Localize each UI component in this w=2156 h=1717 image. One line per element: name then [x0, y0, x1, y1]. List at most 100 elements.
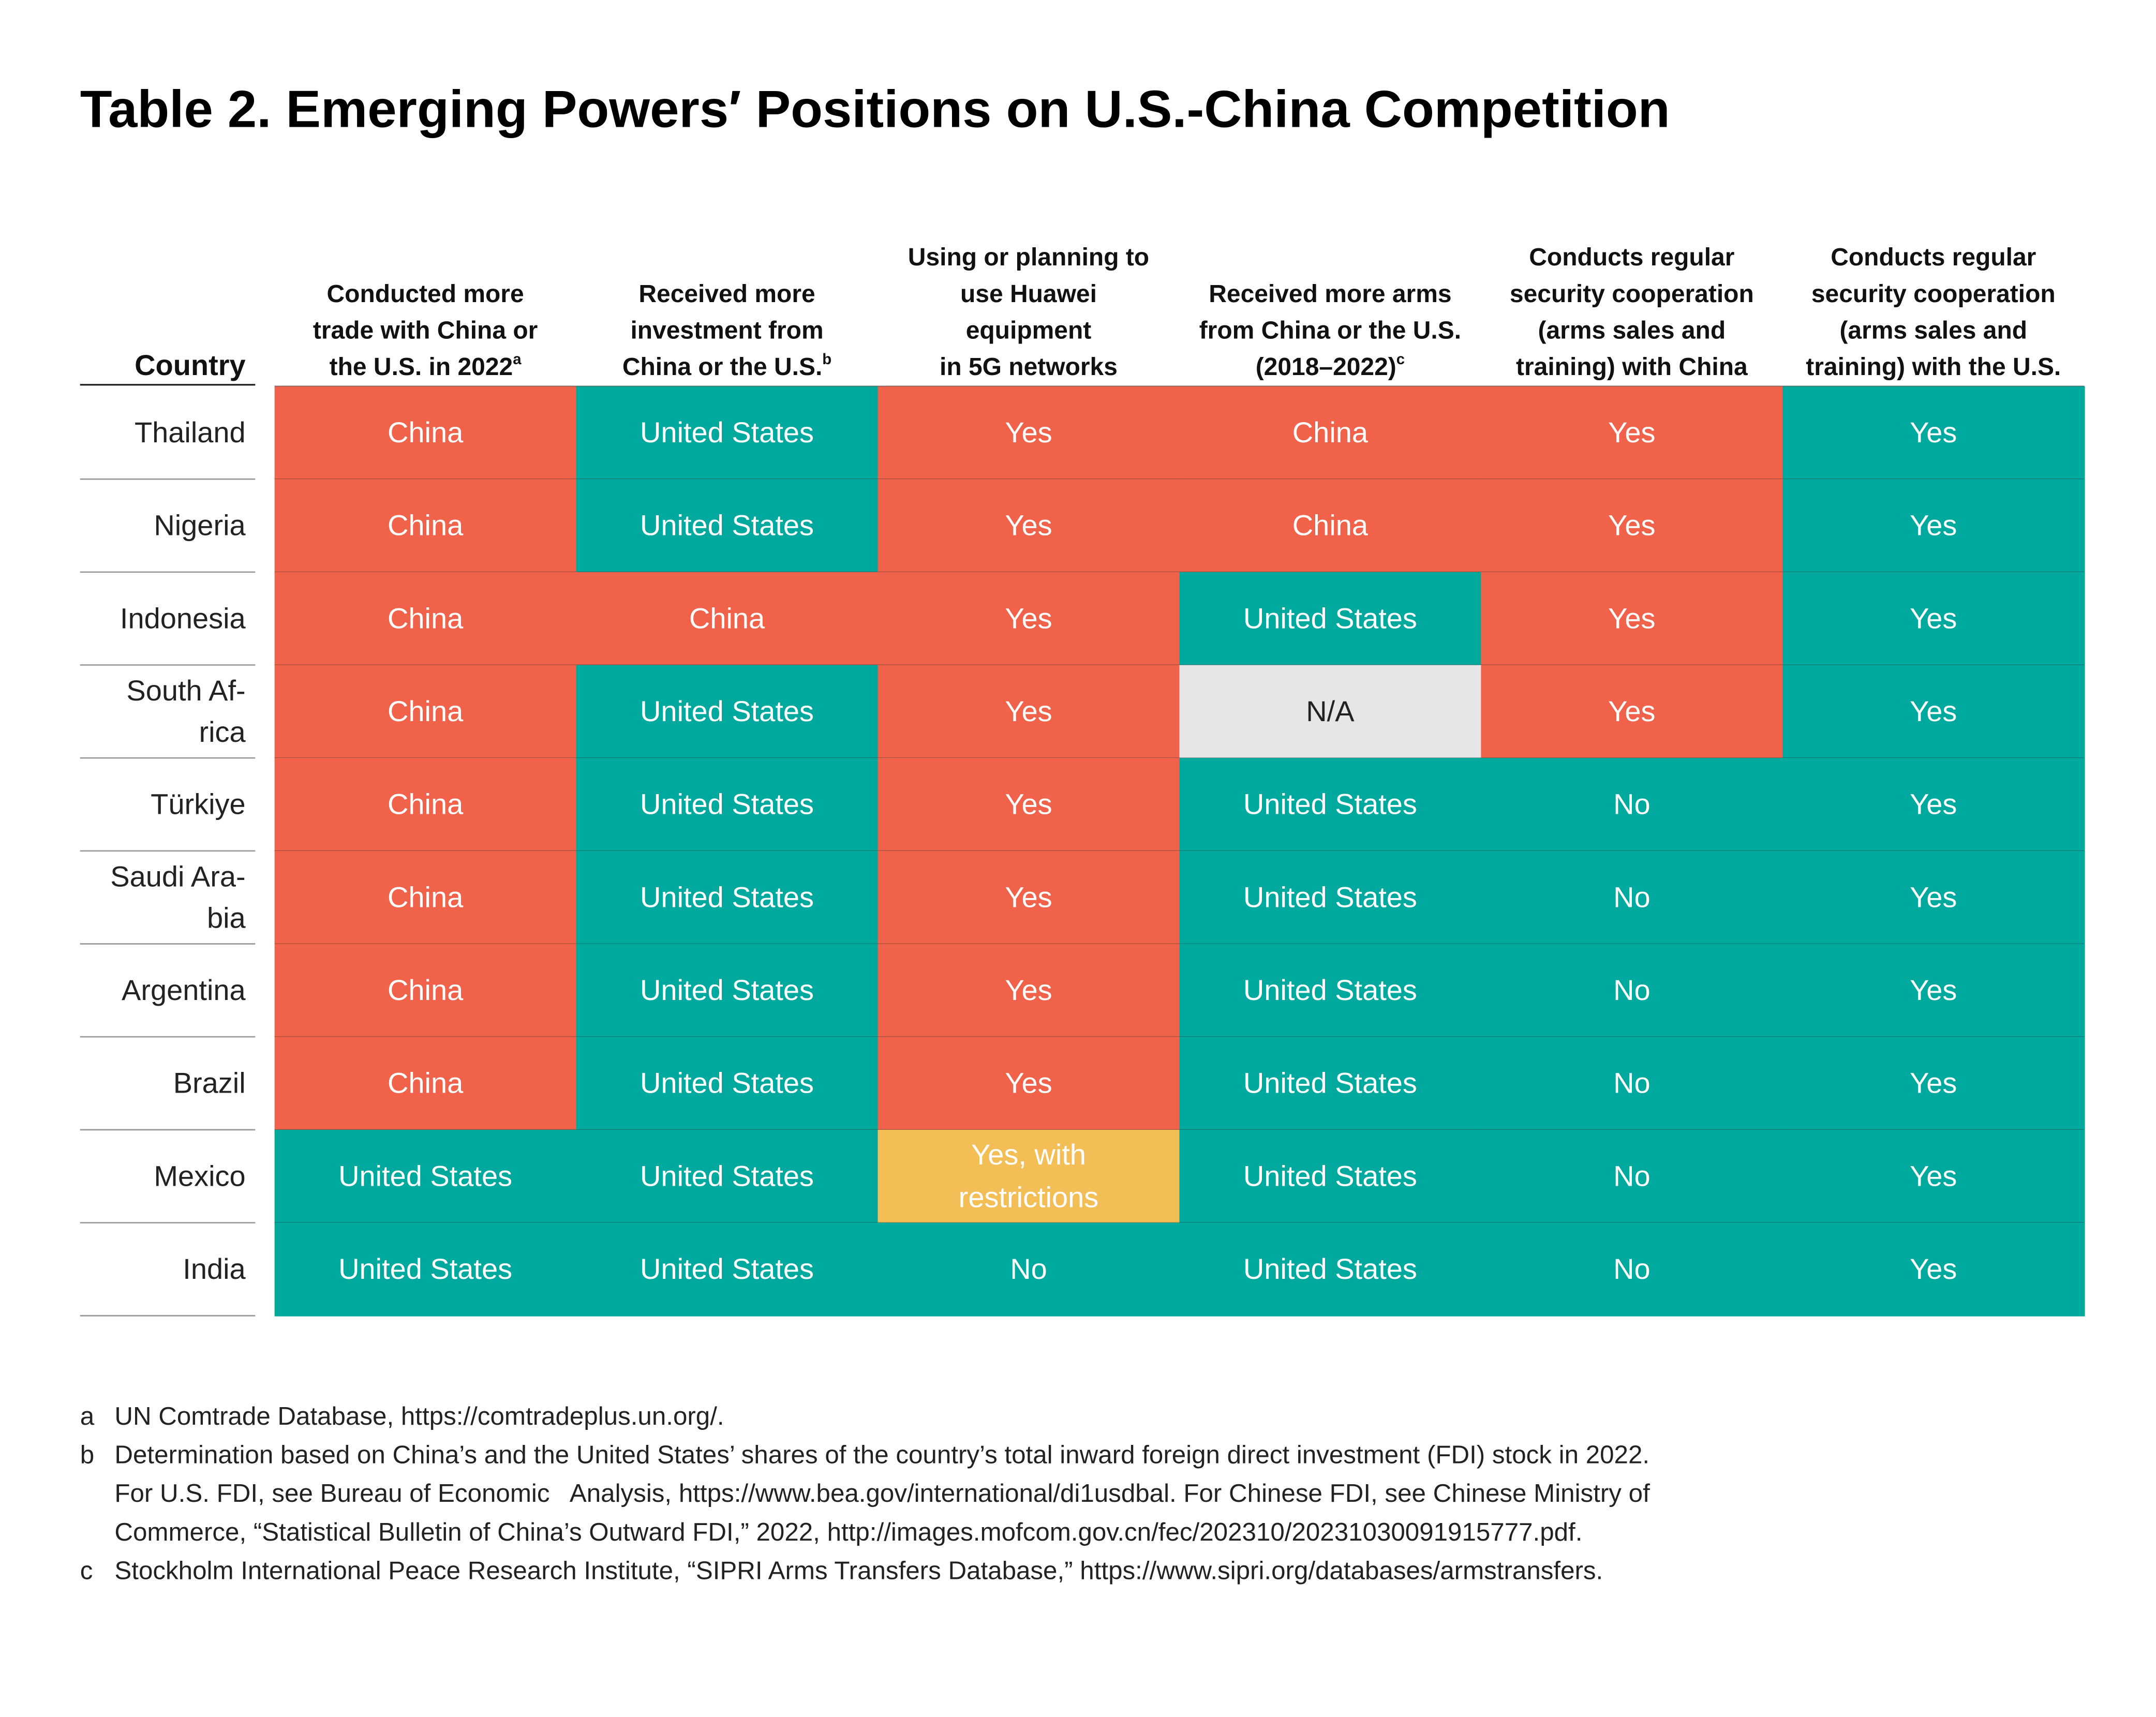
country: Thailand	[135, 416, 246, 449]
column-header: training) with China	[1516, 353, 1748, 381]
column-header: investment from	[630, 317, 823, 344]
header-line: Conducted more	[327, 280, 524, 308]
header-line: the U.S. in 2022	[330, 353, 513, 381]
cell	[1782, 1222, 2085, 1317]
column-header: security cooperation	[1811, 280, 2056, 308]
cell	[576, 386, 879, 480]
header-line: equipment	[966, 317, 1092, 344]
cell-text: No	[1613, 1159, 1651, 1192]
header-line: trade with China or	[313, 317, 538, 344]
country: South Af-	[126, 674, 245, 707]
cell-text: Yes	[1910, 416, 1957, 449]
footnote-text: Commerce, “Statistical Bulletin of China…	[114, 1518, 1582, 1546]
footnote-ref: b	[822, 351, 831, 368]
cell	[274, 665, 577, 759]
cell	[1481, 386, 1783, 480]
column-header: China or the U.S.b	[622, 351, 831, 381]
cell-text: United States	[1243, 788, 1417, 820]
cell-text: Yes	[1608, 602, 1655, 634]
header-line: training) with China	[1516, 353, 1748, 381]
country: bia	[207, 901, 246, 934]
cell	[1782, 386, 2085, 480]
country: Nigeria	[154, 509, 246, 542]
cell-text: Yes	[1910, 509, 1957, 542]
cell-text: China	[1292, 509, 1369, 542]
cell-text: China	[388, 602, 464, 634]
cell-text: United States	[1243, 1067, 1417, 1099]
header-line: investment from	[630, 317, 823, 344]
cell	[1179, 1037, 1482, 1131]
cell	[1481, 572, 1783, 666]
column-header: (2018–2022)c	[1256, 351, 1405, 381]
column-header: Received more	[638, 280, 815, 308]
column-header: (arms sales and	[1839, 317, 2027, 344]
column-header: from China or the U.S.	[1199, 317, 1461, 344]
cell	[1179, 1129, 1482, 1223]
header-line: Received more	[638, 280, 815, 308]
header-line: from China or the U.S.	[1199, 317, 1461, 344]
cell-text: Yes	[1608, 695, 1655, 727]
cell-text: United States	[1243, 1159, 1417, 1192]
cell-text: Yes	[1005, 416, 1052, 449]
cell	[878, 1037, 1180, 1131]
cell-text: United States	[1243, 1252, 1417, 1285]
cell-text: No	[1613, 974, 1651, 1006]
cell-text: Yes	[1005, 880, 1052, 913]
cell	[576, 479, 879, 573]
cell-text: China	[388, 509, 464, 542]
cell	[1481, 850, 1783, 945]
cell	[878, 386, 1180, 480]
cell	[576, 850, 879, 945]
column-header: Conducts regular	[1529, 244, 1734, 271]
country: India	[183, 1252, 246, 1285]
cell-text: N/A	[1306, 695, 1355, 727]
cell-text: No	[1613, 1252, 1651, 1285]
cell-text: United States	[1243, 880, 1417, 913]
column-header: training) with the U.S.	[1806, 353, 2061, 381]
cell	[576, 1037, 879, 1131]
cell	[1782, 1129, 2085, 1223]
cell-text: No	[1613, 788, 1651, 820]
cell	[1481, 1037, 1783, 1131]
cell	[1481, 758, 1783, 852]
header-line: Received more arms	[1209, 280, 1451, 308]
cell	[274, 1129, 577, 1223]
cell	[1179, 758, 1482, 852]
cell	[274, 1037, 577, 1131]
header-line: Using or planning to	[908, 244, 1149, 271]
footnote-mark: a	[80, 1402, 95, 1430]
column-header: security cooperation	[1510, 280, 1754, 308]
cell	[576, 1222, 879, 1317]
cell	[1782, 572, 2085, 666]
column-header: (arms sales and	[1538, 317, 1726, 344]
cell-text: United States	[640, 695, 814, 727]
cell	[878, 1129, 1180, 1223]
country-header: Country	[135, 349, 246, 381]
column-header: Conducts regular	[1831, 244, 2036, 271]
cell-text: United States	[640, 880, 814, 913]
cell-text: No	[1613, 1067, 1651, 1099]
cell	[576, 1129, 879, 1223]
column-header: Conducted more	[327, 280, 524, 308]
footnote-text: UN Comtrade Database, https://comtradepl…	[114, 1402, 724, 1430]
cell-text: United States	[640, 788, 814, 820]
cell	[274, 572, 577, 666]
cell-text: Yes	[1910, 974, 1957, 1006]
country: Argentina	[122, 974, 246, 1006]
cell-text: China	[388, 788, 464, 820]
cell-text: Yes	[1608, 509, 1655, 542]
cell	[1782, 758, 2085, 852]
cell	[576, 944, 879, 1038]
country: Indonesia	[120, 602, 246, 634]
cell-text: United States	[640, 974, 814, 1006]
column-header: equipment	[966, 317, 1092, 344]
header-line: (arms sales and	[1839, 317, 2027, 344]
cell	[878, 572, 1180, 666]
header-line: (arms sales and	[1538, 317, 1726, 344]
cell	[1782, 665, 2085, 759]
column-header: in 5G networks	[940, 353, 1118, 381]
footnote-mark: b	[80, 1440, 94, 1469]
cell-text: Yes, with	[971, 1138, 1086, 1171]
